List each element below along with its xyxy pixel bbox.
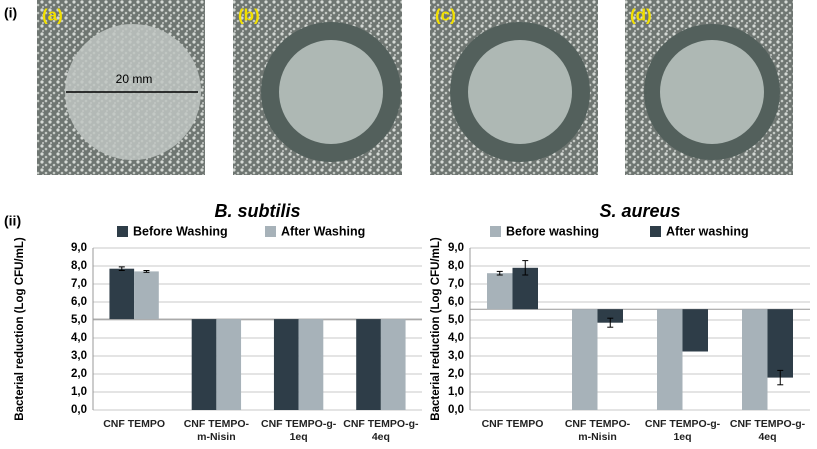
y-tick-label: 9,0 [448, 242, 464, 254]
x-tick-label: CNF TEMPO-m-Nisin [183, 418, 250, 443]
bar [216, 319, 242, 410]
y-tick-label: 1,0 [448, 386, 464, 398]
y-tick-label: 2,0 [448, 368, 464, 380]
photos [37, 0, 793, 175]
y-tick-label: 6,0 [448, 296, 464, 308]
bar [298, 319, 324, 410]
section-label: (ii) [4, 213, 21, 229]
bar [572, 309, 598, 410]
y-tick-label: 7,0 [448, 278, 464, 290]
legend-label: Before washing [506, 224, 599, 238]
y-tick-label: 3,0 [71, 350, 87, 362]
bar [273, 319, 299, 410]
x-tick-label: CNF TEMPO-g-4eq [729, 418, 806, 443]
x-tick-label: CNF TEMPO-g-4eq [343, 418, 419, 443]
section-label: (i) [4, 5, 17, 21]
disc [468, 40, 572, 144]
x-tick-label: CNF TEMPO [103, 418, 166, 430]
legend-swatch [490, 226, 501, 237]
disc [279, 40, 383, 144]
disc [660, 40, 764, 144]
x-tick-label: CNF TEMPO [481, 418, 544, 430]
panel-label: (b) [238, 5, 260, 24]
y-tick-label: 7,0 [71, 278, 87, 290]
bar [109, 268, 135, 320]
y-tick-label: 2,0 [71, 368, 87, 380]
y-tick-label: 8,0 [448, 260, 464, 272]
y-tick-label: 0,0 [448, 404, 464, 416]
bar [597, 309, 623, 323]
y-axis-label: Bacterial reduction (Log CFU/mL) [430, 237, 442, 421]
legend-swatch [117, 226, 128, 237]
bar [657, 309, 683, 410]
legend-label: After washing [666, 224, 749, 238]
y-tick-label: 5,0 [448, 314, 464, 326]
legend-label: Before Washing [133, 224, 228, 238]
bar [742, 309, 768, 410]
bar [682, 309, 708, 352]
legend-label: After Washing [281, 224, 365, 238]
y-tick-label: 0,0 [71, 404, 87, 416]
x-tick-label: CNF TEMPO-g-1eq [261, 418, 337, 443]
y-tick-label: 6,0 [71, 296, 87, 308]
scale-label: 20 mm [116, 72, 153, 86]
bar [767, 309, 793, 378]
x-tick-label: CNF TEMPO-m-Nisin [564, 418, 631, 443]
y-tick-label: 4,0 [448, 332, 464, 344]
panel-label: (d) [630, 5, 652, 24]
panel-label: (c) [435, 5, 456, 24]
bar [487, 273, 513, 310]
y-tick-label: 4,0 [71, 332, 87, 344]
y-tick-label: 9,0 [71, 242, 87, 254]
y-tick-label: 1,0 [71, 386, 87, 398]
y-axis-label: Bacterial reduction (Log CFU/mL) [14, 237, 26, 421]
legend-swatch [650, 226, 661, 237]
y-tick-label: 3,0 [448, 350, 464, 362]
chart-title: B. subtilis [214, 201, 300, 221]
bar [380, 319, 406, 410]
chart-title: S. aureus [599, 201, 680, 221]
panel-label: (a) [42, 5, 63, 24]
y-tick-label: 5,0 [71, 314, 87, 326]
y-tick-label: 8,0 [71, 260, 87, 272]
x-tick-label: CNF TEMPO-g-1eq [644, 418, 721, 443]
bar [356, 319, 381, 410]
legend-swatch [265, 226, 276, 237]
bar [191, 319, 217, 410]
bar [134, 271, 159, 320]
